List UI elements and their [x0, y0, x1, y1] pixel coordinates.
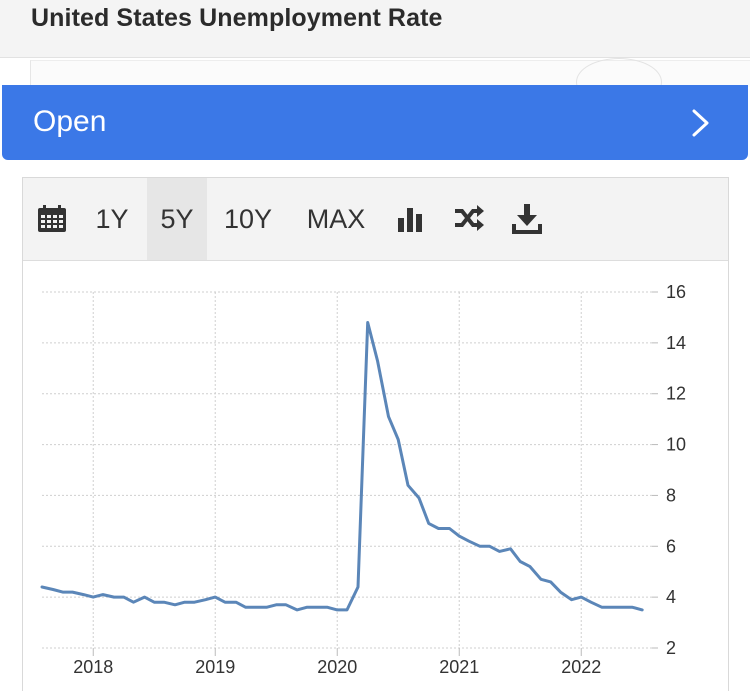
- y-tick-label: 4: [666, 587, 676, 607]
- range-1y-button[interactable]: 1Y: [95, 204, 129, 234]
- chart-grid: [42, 291, 652, 649]
- x-axis: 2018 2019 2020 2021 2022: [73, 648, 601, 677]
- chevron-right-icon: [692, 109, 709, 137]
- chart-card: 1Y 5Y 10Y MAX: [22, 177, 729, 691]
- y-tick-label: 6: [666, 536, 676, 556]
- y-axis: 2 4 6 8 10 12 14 16: [652, 282, 686, 658]
- x-tick-label: 2020: [317, 657, 357, 677]
- y-tick-label: 12: [666, 384, 686, 404]
- x-tick-label: 2018: [73, 657, 113, 677]
- ad-strip: [30, 58, 750, 106]
- y-tick-label: 14: [666, 333, 686, 353]
- open-button[interactable]: Open: [2, 85, 748, 160]
- page-title: United States Unemployment Rate: [31, 4, 443, 32]
- chart-toolbar: 1Y 5Y 10Y MAX: [23, 178, 728, 261]
- title-divider: [0, 57, 750, 58]
- range-5y-button[interactable]: 5Y: [147, 178, 207, 260]
- y-tick-label: 16: [666, 282, 686, 302]
- title-bar: United States Unemployment Rate: [0, 0, 750, 58]
- open-button-label: Open: [33, 105, 107, 138]
- calendar-icon[interactable]: [36, 202, 68, 234]
- y-tick-label: 10: [666, 435, 686, 455]
- range-10y-button[interactable]: 10Y: [223, 204, 273, 234]
- shuffle-icon[interactable]: [453, 202, 485, 234]
- y-tick-label: 8: [666, 485, 676, 505]
- y-tick-label: 2: [666, 638, 676, 658]
- x-tick-label: 2022: [561, 657, 601, 677]
- series-line-unemployment: [40, 321, 644, 612]
- x-tick-label: 2021: [439, 657, 479, 677]
- download-icon[interactable]: [511, 202, 543, 234]
- range-max-button[interactable]: MAX: [306, 204, 366, 234]
- bar-chart-icon[interactable]: [395, 202, 427, 234]
- x-tick-label: 2019: [195, 657, 235, 677]
